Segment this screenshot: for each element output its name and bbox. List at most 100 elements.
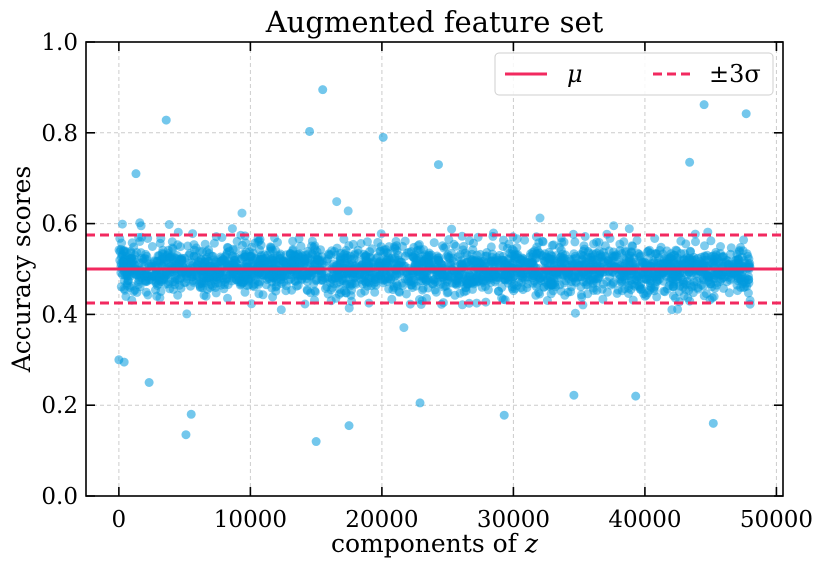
scatter-point <box>204 273 214 283</box>
scatter-point <box>568 229 578 239</box>
scatter-point <box>685 280 695 290</box>
legend: μ ±3σ <box>494 52 774 96</box>
scatter-point <box>306 288 316 298</box>
scatter-point <box>583 289 593 299</box>
scatter-point <box>595 250 605 260</box>
scatter-point <box>652 276 662 286</box>
scatter-point <box>570 237 580 247</box>
scatter-point <box>547 251 557 261</box>
scatter-point <box>239 272 249 282</box>
scatter-point <box>523 279 533 289</box>
scatter-point <box>505 248 515 258</box>
scatter-point <box>659 258 669 268</box>
scatter-point <box>399 323 409 333</box>
scatter-point <box>709 292 719 302</box>
scatter-point <box>652 292 662 302</box>
scatter-point <box>445 253 455 263</box>
scatter-point <box>284 275 294 285</box>
outlier-point <box>181 430 191 440</box>
outlier-point <box>415 398 425 408</box>
y-axis-label: Accuracy scores <box>7 166 36 374</box>
scatter-point <box>556 245 566 255</box>
scatter-point <box>604 246 614 256</box>
scatter-point <box>453 252 463 262</box>
scatter-point <box>294 234 304 244</box>
scatter-point <box>418 285 427 295</box>
scatter-point <box>583 280 592 290</box>
scatter-point <box>373 252 383 262</box>
outlier-point <box>433 160 443 170</box>
scatter-point <box>227 224 237 234</box>
outlier-point <box>161 115 171 125</box>
outlier-point <box>499 410 509 420</box>
scatter-point <box>294 254 303 264</box>
scatter-point <box>624 224 634 234</box>
scatter-point <box>164 220 174 229</box>
scatter-point <box>461 258 471 268</box>
scatter-point <box>546 280 556 290</box>
scatter-point <box>379 245 389 255</box>
scatter-point <box>130 254 140 264</box>
scatter-point <box>482 268 492 278</box>
scatter-point <box>485 259 495 269</box>
scatter-point <box>638 257 648 267</box>
scatter-point <box>492 273 502 282</box>
scatter-point <box>632 271 642 281</box>
scatter-point <box>303 253 313 263</box>
scatter-point <box>464 279 473 289</box>
scatter-point <box>598 294 608 304</box>
y-tick-label: 1.0 <box>41 30 78 56</box>
y-tick-label: 0.2 <box>41 393 78 419</box>
outlier-point <box>569 390 579 400</box>
scatter-point <box>478 276 488 286</box>
scatter-point <box>391 236 401 246</box>
scatter-point <box>520 235 530 245</box>
scatter-point <box>713 278 722 287</box>
scatter-point <box>147 242 157 251</box>
scatter-point <box>546 289 556 299</box>
scatter-point <box>739 235 749 245</box>
scatter-point <box>609 221 619 231</box>
scatter-point <box>152 291 162 301</box>
scatter-point <box>194 279 204 289</box>
scatter-point <box>232 236 242 246</box>
scatter-point <box>392 279 402 289</box>
scatter-point <box>189 245 199 255</box>
scatter-point <box>141 287 151 297</box>
scatter-point <box>696 252 706 262</box>
scatter-point <box>348 272 358 282</box>
scatter-point <box>220 277 230 287</box>
scatter-point <box>183 241 193 251</box>
scatter-point <box>429 238 439 248</box>
scatter-point <box>118 257 128 267</box>
scatter-point <box>664 281 674 291</box>
scatter-point <box>719 283 728 293</box>
scatter-point <box>626 266 636 276</box>
scatter-point <box>356 288 366 298</box>
scatter-point <box>486 242 496 252</box>
chart-title: Augmented feature set <box>265 5 604 39</box>
outlier-point <box>186 409 196 419</box>
scatter-point <box>617 276 627 285</box>
reference-lines <box>86 233 783 305</box>
scatter-point <box>400 251 410 261</box>
scatter-point <box>488 249 497 259</box>
scatter-point <box>584 248 594 258</box>
scatter-point <box>560 256 569 266</box>
scatter-point <box>520 257 530 266</box>
scatter-point <box>241 259 251 269</box>
scatter-point <box>401 289 411 299</box>
y-tick-label: 0.6 <box>41 212 78 238</box>
scatter-point <box>706 236 716 246</box>
scatter-point <box>512 234 522 244</box>
x-axis-label: components of z <box>331 529 539 558</box>
x-tick-label: 20000 <box>345 507 418 533</box>
scatter-point <box>404 276 413 286</box>
scatter-point <box>384 272 394 282</box>
x-tick-label: 30000 <box>477 507 550 533</box>
scatter-point <box>199 290 209 300</box>
scatter-point <box>307 236 317 246</box>
x-tick-label: 0 <box>112 507 127 533</box>
